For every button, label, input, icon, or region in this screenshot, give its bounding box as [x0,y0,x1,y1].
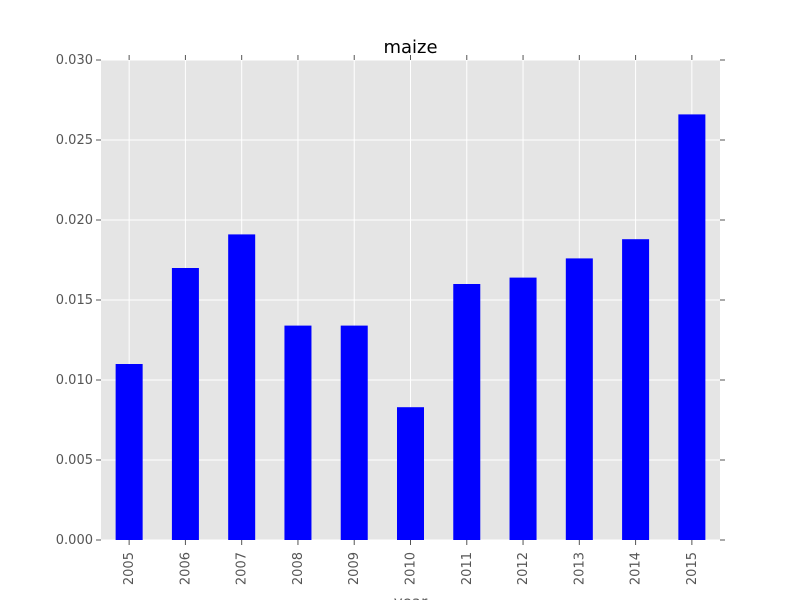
x-tick-label: 2006 [178,552,193,585]
x-axis-label: year [394,593,428,600]
x-tick-label: 2008 [291,552,306,585]
x-tick-label: 2005 [122,552,137,585]
bar-2008 [284,325,312,540]
y-tick-labels: 0.000 0.005 0.010 0.015 0.020 0.025 0.030 [56,53,93,548]
bar-2011 [453,284,481,540]
x-tick-label: 2014 [629,552,644,585]
bar-2006 [171,268,199,540]
y-tick-label: 0.005 [56,453,93,468]
bar-2005 [115,364,143,540]
y-tick-label: 0.000 [56,533,93,548]
x-tick-label: 2011 [460,552,475,585]
bar-2012 [509,277,537,540]
bar-2014 [622,239,650,540]
y-tick-label: 0.030 [56,53,93,68]
bars [115,114,706,541]
x-tick-label: 2010 [404,552,419,585]
x-tick-label: 2013 [572,552,587,585]
bar-2010 [396,407,425,540]
x-tick-labels: 2005 2006 2007 2008 2009 2010 2011 2012 2013 2014… [122,552,700,585]
y-tick-label: 0.025 [56,133,93,148]
chart-title: maize [383,37,437,58]
bar-2015 [678,114,706,541]
x-tick-label: 2015 [685,552,700,585]
bar-2007 [228,234,256,540]
y-tick-label: 0.010 [56,373,93,388]
bar-2009 [340,325,368,540]
y-tick-label: 0.020 [56,213,93,228]
ticks [96,55,725,545]
x-tick-label: 2009 [347,552,362,585]
y-tick-label: 0.015 [56,293,93,308]
x-tick-label: 2007 [235,552,250,585]
x-tick-label: 2012 [516,552,531,585]
bar-2013 [565,258,593,540]
